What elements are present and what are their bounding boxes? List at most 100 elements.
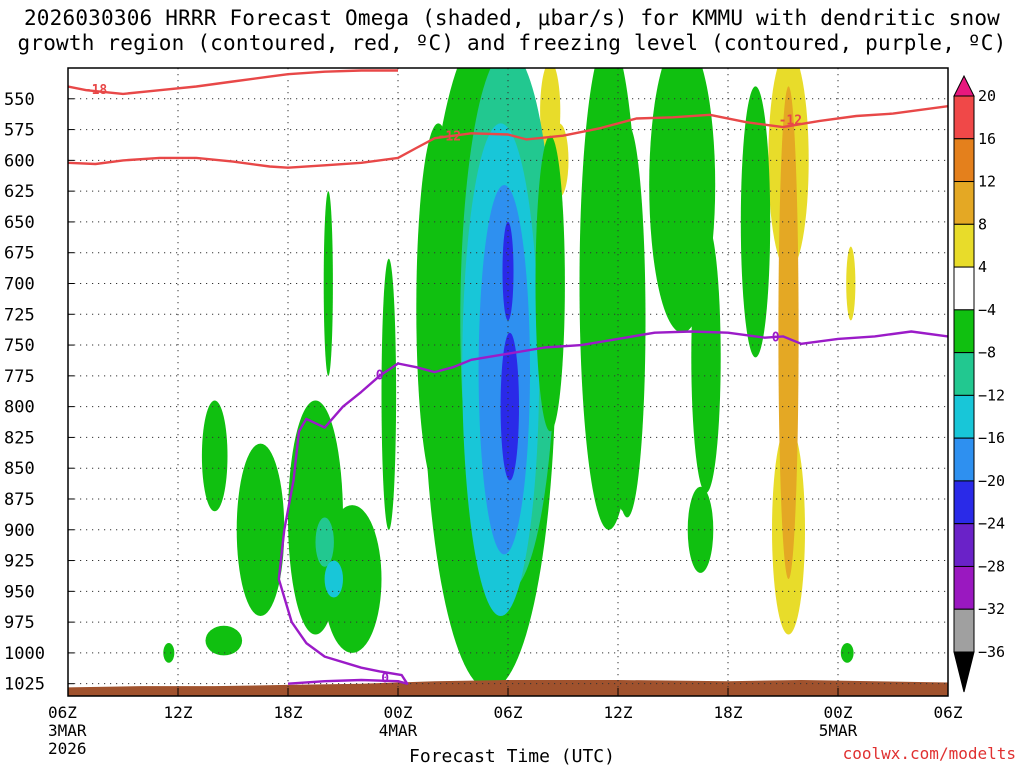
colorbar-swatch (953, 608, 975, 653)
omega-region (500, 332, 519, 481)
colorbar-label: 20 (978, 87, 996, 105)
omega-region (322, 505, 382, 653)
colorbar: 20 16 12 8 4 −4 −8 −12 −16 −20 −24 −28 −32 −36 (953, 74, 1005, 693)
chart-title-line2: growth region (contoured, red, ºC) and f… (17, 31, 1007, 55)
contour-label: 0 (376, 369, 384, 384)
chart-title-line1: 2026030306 HRRR Forecast Omega (shaded, … (23, 6, 1001, 30)
colorbar-bottom-arrow (953, 651, 975, 693)
colorbar-swatch (953, 95, 975, 140)
x-date-label: 5MAR (819, 721, 858, 740)
colorbar-label: 8 (978, 215, 987, 233)
y-tick-label: 825 (4, 428, 35, 448)
omega-region (613, 375, 634, 512)
colorbar-swatch (953, 437, 975, 482)
y-tick-label: 1000 (4, 644, 45, 664)
x-date-label: 3MAR (48, 721, 87, 740)
contour-label: -18 (84, 83, 108, 98)
y-tick-label: 625 (4, 182, 35, 202)
omega-region (315, 517, 334, 567)
colorbar-swatch (953, 565, 975, 610)
y-tick-label: 700 (4, 274, 35, 294)
omega-region (846, 246, 856, 321)
x-axis-title: Forecast Time (UTC) (409, 746, 615, 767)
x-tick-label: 18Z (714, 703, 743, 722)
omega-region (205, 625, 243, 656)
contour-label: 0 (772, 330, 780, 345)
y-tick-label: 600 (4, 151, 35, 171)
x-tick-label: 12Z (604, 703, 633, 722)
x-tick-label: 06Z (48, 703, 77, 722)
colorbar-label: −32 (978, 600, 1005, 618)
colorbar-swatch (953, 138, 975, 183)
y-tick-label: 875 (4, 490, 35, 510)
y-tick-label: 975 (4, 613, 35, 633)
y-tick-label: 950 (4, 582, 35, 602)
watermark-text: coolwx.com/modelts (842, 744, 1016, 763)
y-tick-label: 675 (4, 244, 35, 264)
omega-region (502, 221, 514, 321)
colorbar-swatch (953, 266, 975, 311)
x-year-label: 2026 (48, 739, 87, 758)
y-tick-label: 850 (4, 459, 35, 479)
y-tick-label: 925 (4, 552, 35, 572)
contour-0 (277, 330, 948, 685)
contour-label: -12 (779, 114, 802, 129)
colorbar-label: −4 (978, 301, 996, 319)
omega-region (381, 258, 397, 530)
x-tick-label: 00Z (824, 703, 853, 722)
omega-region (687, 486, 714, 573)
contour-label: 0 (381, 672, 389, 687)
colorbar-label: −36 (978, 643, 1005, 661)
colorbar-swatch (953, 394, 975, 439)
omega-shading (163, 68, 856, 690)
colorbar-swatch (953, 523, 975, 567)
x-tick-label: 00Z (384, 703, 413, 722)
colorbar-label: 12 (978, 173, 996, 191)
y-tick-label: 750 (4, 336, 35, 356)
omega-region (324, 560, 343, 598)
y-tick-label: 775 (4, 367, 35, 387)
omega-region (416, 123, 461, 493)
x-tick-label: 06Z (934, 703, 963, 722)
x-tick-label: 06Z (494, 703, 523, 722)
omega-region (778, 86, 799, 579)
colorbar-swatch (953, 480, 975, 525)
colorbar-label: −24 (978, 515, 1005, 533)
y-tick-label: 650 (4, 213, 35, 233)
y-tick-label: 725 (4, 305, 35, 325)
omega-region (691, 221, 721, 493)
colorbar-label: −20 (978, 472, 1005, 490)
contour-lines: -18 -12 -12 0 0 0 (68, 69, 948, 687)
omega-region (740, 86, 771, 358)
x-tick-label: 12Z (164, 703, 193, 722)
y-tick-label: 900 (4, 521, 35, 541)
colorbar-swatch (953, 309, 975, 354)
colorbar-label: −8 (978, 344, 996, 362)
omega-region (323, 191, 333, 376)
y-tick-label: 1025 (4, 675, 45, 695)
omega-region (535, 135, 565, 432)
colorbar-label: 4 (978, 258, 987, 276)
y-tick-label: 800 (4, 398, 35, 418)
colorbar-label: −16 (978, 429, 1005, 447)
colorbar-swatch (953, 352, 975, 396)
contour-label: -12 (438, 130, 461, 145)
x-tick-label: 18Z (274, 703, 303, 722)
colorbar-top-arrow (953, 74, 975, 97)
contour--18 (68, 69, 398, 96)
chart-title: 2026030306 HRRR Forecast Omega (shaded, … (0, 6, 1024, 56)
y-axis: 550 575 600 625 650 675 700 725 750 775 800 825 850 8… (4, 90, 74, 695)
omega-region (201, 400, 228, 512)
colorbar-label: −12 (978, 386, 1005, 404)
colorbar-label: 16 (978, 130, 996, 148)
omega-region (840, 643, 854, 663)
x-date-label: 4MAR (379, 721, 418, 740)
y-tick-label: 550 (4, 90, 35, 110)
colorbar-swatch (953, 223, 975, 268)
colorbar-swatch (953, 181, 975, 225)
y-tick-label: 575 (4, 121, 35, 141)
colorbar-label: −28 (978, 557, 1005, 575)
omega-region (163, 643, 175, 663)
